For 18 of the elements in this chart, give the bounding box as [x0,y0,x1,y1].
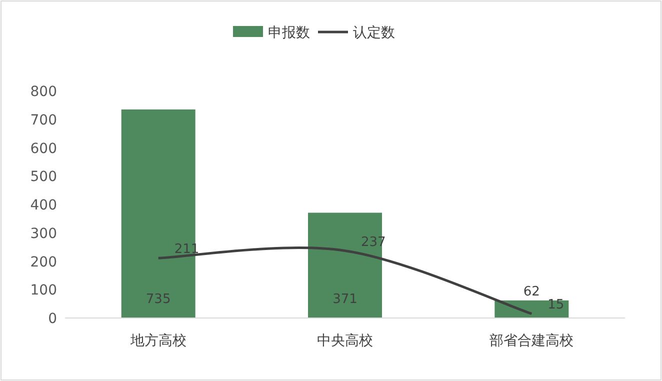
data-label: 735 [146,292,171,307]
data-label: 62 [523,284,540,300]
y-tick-label: 200 [30,254,57,270]
x-tick-label: 中央高校 [317,333,373,349]
y-tick-label: 400 [30,198,57,214]
y-tick-label: 0 [48,311,57,327]
x-tick-label: 部省合建高校 [490,333,574,349]
legend-label: 认定数 [353,25,395,41]
y-tick-label: 600 [30,140,57,157]
x-tick-label: 地方高校 [129,333,186,349]
y-tick-label: 300 [30,226,57,242]
y-tick-label: 700 [30,112,57,128]
data-label: 371 [332,292,358,307]
y-tick-label: 500 [30,169,57,186]
legend-label: 申报数 [268,25,310,41]
y-tick-label: 100 [30,282,57,299]
y-tick-label: 800 [30,84,57,100]
data-label: 15 [548,298,564,313]
